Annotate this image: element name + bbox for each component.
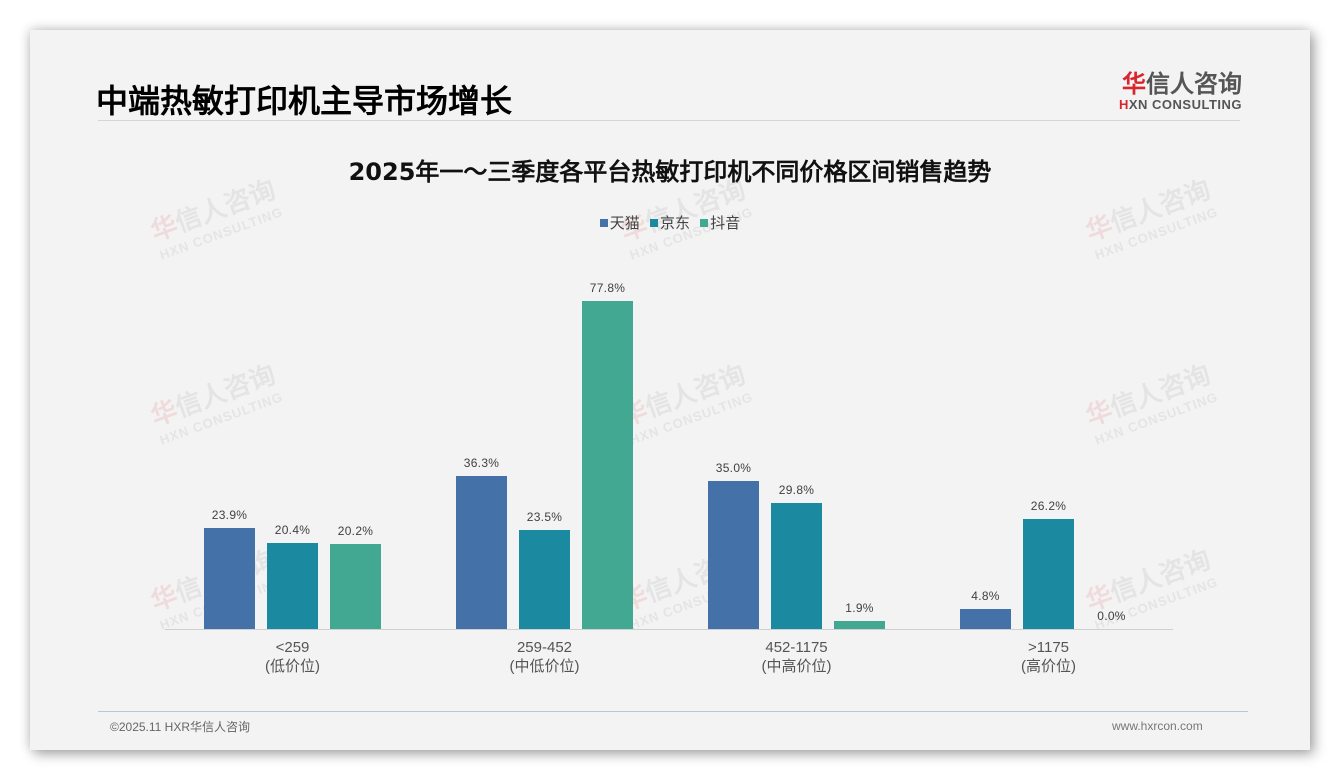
bar [582,301,633,629]
slide: 华信人咨询 HXN CONSULTING 华信人咨询 HXN CONSULTIN… [30,30,1310,750]
x-axis-category-label: 452-1175 (中高价位) [697,638,897,676]
bar-value-label: 26.2% [1030,499,1067,513]
legend-swatch-jd [649,219,658,227]
x-axis-category-label: 259-452 (中低价位) [445,638,645,676]
bar-value-label: 36.3% [463,456,500,470]
x-axis-category-label: <259 (低价位) [193,638,393,676]
bar [708,481,759,629]
footer-divider [98,711,1248,712]
bar-value-label: 20.4% [274,523,311,537]
footer-website: www.hxrcon.com [1112,719,1203,733]
chart-title: 2025年一～三季度各平台热敏打印机不同价格区间销售趋势 [348,158,992,186]
legend-swatch-tmall [599,219,608,227]
logo-text-en: HXN CONSULTING [1118,97,1242,112]
bar-chart-plot: 23.9% 20.4% 20.2% <259 (低价位) 36.3% 23.5% 77.8% 2… [30,30,1310,750]
x-axis-category-label: >1175 (高价位) [949,638,1149,676]
category-price-range: 452-1175 [765,639,828,656]
bar-value-label: 20.2% [337,524,374,538]
legend-item-jd: 京东 [649,212,690,233]
category-price-range: 259-452 [516,639,573,656]
logo-text-cn: 华信人咨询 [1122,70,1242,98]
bar-value-label: 23.5% [526,510,563,524]
category-price-range: <259 [275,639,310,656]
bar-value-label: 29.8% [778,483,815,497]
company-logo: 华信人咨询 HXN CONSULTING [1112,64,1242,112]
chart-legend: 天猫 京东 抖音 [30,212,1310,233]
legend-item-douyin: 抖音 [700,212,740,233]
category-price-tier: (中低价位) [509,658,580,675]
slide-title: 中端热敏打印机主导市场增长 [96,82,513,120]
bar [1023,519,1074,629]
category-price-tier: (高价位) [1021,658,1076,675]
bar-value-label: 35.0% [715,461,752,475]
bar [267,543,318,629]
legend-swatch-douyin [700,219,709,227]
category-price-tier: (低价位) [265,658,320,675]
footer-copyright: ©2025.11 HXR华信人咨询 [110,720,250,734]
bar-value-label: 0.0% [1097,609,1126,623]
bar [456,476,507,629]
bar [834,621,885,629]
bar-value-label: 23.9% [211,508,248,522]
x-axis-line [165,629,1173,630]
bar [204,528,255,629]
bar-value-label: 1.9% [845,601,874,615]
bar-value-label: 77.8% [589,281,626,295]
bar [519,530,570,629]
legend-item-tmall: 天猫 [599,212,640,233]
bar-value-label: 4.8% [971,589,1000,603]
bar [771,503,822,629]
title-divider [98,120,1240,121]
bar [960,609,1011,629]
bar [330,544,381,629]
category-price-tier: (中高价位) [761,658,832,675]
category-price-range: >1175 [1027,639,1069,656]
